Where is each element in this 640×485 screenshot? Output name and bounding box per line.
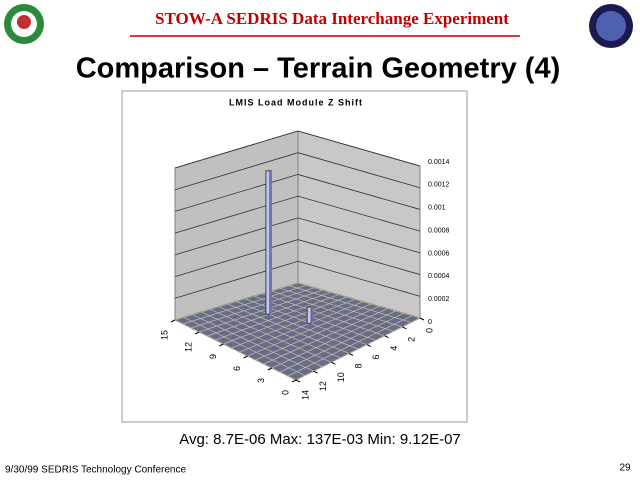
y-tick-label: 2 [407,337,417,342]
y-tick-label: 0 [424,328,434,333]
y-tick [295,379,301,383]
floor-line [262,293,385,337]
grid-line [174,239,421,277]
x-tick-label: 6 [232,366,242,371]
y-tick [348,352,354,356]
floor-line [280,287,403,328]
y-tick [384,335,389,339]
bar-side [311,305,314,323]
floor-line [236,301,359,350]
z-tick-label: 0.0008 [428,227,450,234]
chart-title: LMIS Load Module Z Shift [229,97,363,107]
x-tick [267,367,273,371]
summary: Avg: 8.7E-06 Max: 137E-03 Min: 9.12E-07 [179,431,461,448]
floor-line [227,303,350,354]
y-tick [419,317,425,321]
grid-line [174,152,421,191]
bar [306,306,312,324]
z-tick-label: 0 [428,319,432,326]
floor-line [297,282,421,319]
floor-line [201,311,323,368]
floor-line [218,306,341,359]
x-tick [219,343,224,347]
z-tick-label: 0.001 [428,205,446,212]
y-tick-label: 4 [389,346,399,351]
y-tick [402,326,407,330]
x-tick-label: 15 [159,330,169,340]
y-tick-label: 14 [300,390,310,400]
grid-line [174,217,421,256]
grid-line [174,174,421,212]
y-tick-label: 12 [318,381,328,391]
floor-line [183,317,306,376]
y-tick-label: 8 [354,363,364,368]
grid-line [174,130,421,169]
z-tick-label: 0.0014 [428,159,450,166]
grid-line [174,195,421,234]
y-tick-label: 6 [371,355,381,360]
slide-title: Comparison – Terrain Geometry (4) [76,53,561,85]
x-tick-label: 9 [208,354,218,359]
x-tick [243,355,248,359]
z-tick-label: 0.0006 [428,250,450,257]
x-tick-label: 12 [184,342,194,352]
y-tick-label: 10 [336,372,346,382]
floor-line [271,290,394,332]
floor-line [192,314,314,372]
z-tick-label: 0.0012 [428,182,450,189]
y-tick [313,370,318,374]
x-tick-label: 0 [280,390,290,395]
y-tick [331,361,336,365]
x-tick [194,331,200,335]
floor-line [253,295,376,341]
grid-line [174,260,421,299]
floor-line [174,319,297,381]
x-tick-label: 3 [256,378,266,383]
z-tick-label: 0.0004 [428,273,450,280]
left-logo [4,4,44,44]
floor-line [289,285,412,323]
floor-line [210,309,332,363]
footer: 9/30/99 SEDRIS Technology Conference [5,465,186,476]
bar-side [269,169,272,314]
plot: 0 0.0002 0.0004 0.0006 0.0008 0.001 0.0012 0.00… [159,130,450,400]
x-tick [170,319,176,323]
header: STOW-A SEDRIS Data Interchange Experimen… [155,9,509,28]
z-tick-label: 0.0002 [428,296,450,303]
right-logo [589,4,633,48]
page-number: 29 [619,463,631,474]
y-tick [366,344,372,348]
x-tick [291,379,297,383]
bar [265,170,271,315]
